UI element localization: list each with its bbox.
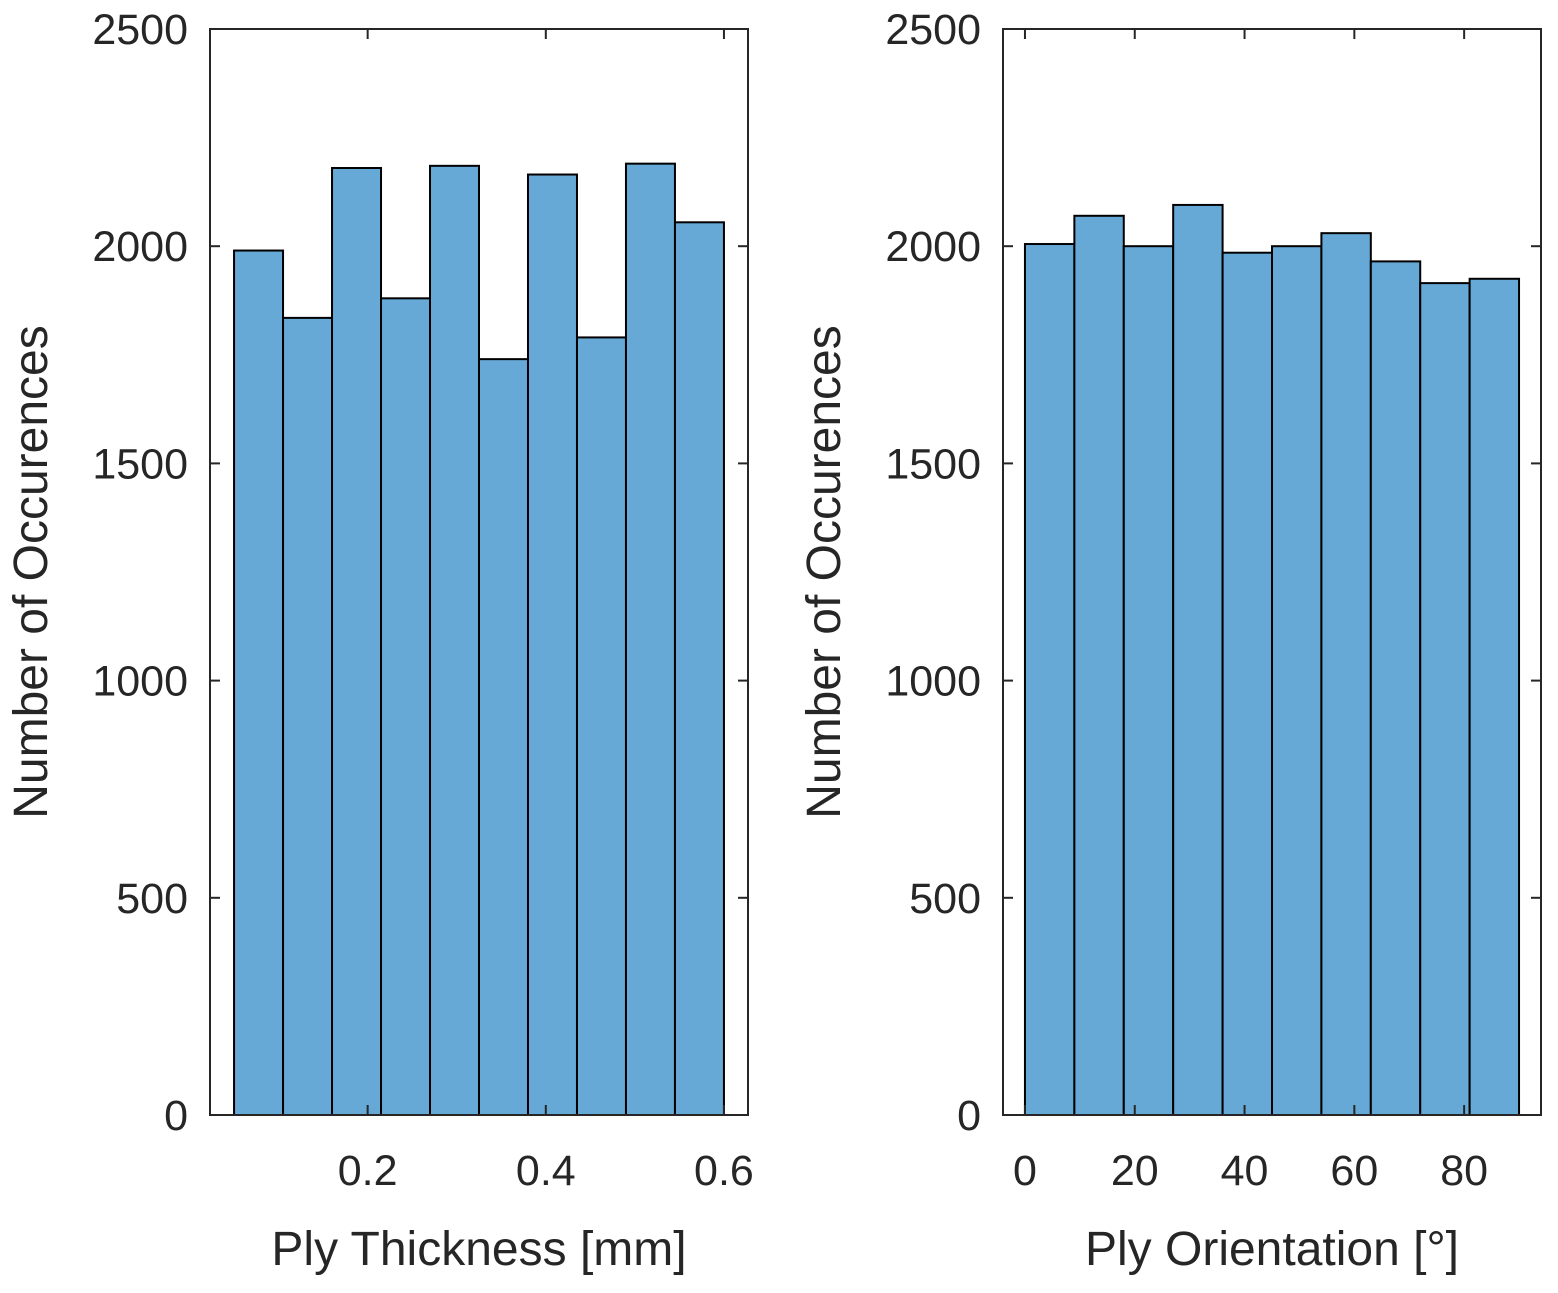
histogram-bar [624, 162, 676, 1116]
y-tick-label: 0 [957, 1092, 981, 1140]
y-tick-label: 1000 [92, 658, 188, 706]
histogram-bar [478, 358, 529, 1117]
histogram-bar [1419, 282, 1471, 1116]
x-tick-label: 0.2 [338, 1147, 398, 1195]
y-tick-label: 500 [116, 875, 188, 923]
y-tick-label: 2000 [885, 223, 981, 271]
y-tick-label: 500 [909, 875, 981, 923]
histogram-bar [380, 297, 432, 1116]
histogram-bar [1023, 243, 1076, 1116]
histogram-bar [1271, 245, 1323, 1116]
x-tick-label: 40 [1221, 1147, 1269, 1195]
y-axis-label: Number of Occurences [5, 325, 58, 819]
histogram-bar [1172, 203, 1224, 1116]
x-axis-label: Ply Orientation [°] [1085, 1223, 1459, 1276]
bars-group [233, 162, 725, 1117]
histogram-bar [1073, 214, 1125, 1117]
y-tick-label: 1500 [92, 440, 188, 488]
histogram-bar [233, 249, 285, 1116]
y-tick-label: 0 [164, 1092, 188, 1140]
y-tick-labels: 0 500 1000 1500 2000 2500 [92, 6, 188, 1140]
histogram-bar [1468, 277, 1521, 1116]
x-tick-label: 0.4 [516, 1147, 576, 1195]
y-tick-label: 1000 [885, 658, 981, 706]
y-axis-label: Number of Occurences [798, 325, 851, 819]
histogram-bar [526, 173, 578, 1117]
axes-frame [209, 28, 749, 1116]
x-tick-label: 80 [1440, 1147, 1488, 1195]
bars-group [1023, 203, 1521, 1117]
histogram-ply-orientation: 0 500 1000 1500 2000 2500 0 20 40 60 80 Ply Orien… [798, 6, 1542, 1276]
x-tick-label: 0.6 [694, 1147, 754, 1195]
histogram-bar [1320, 232, 1372, 1116]
y-tick-label: 2500 [885, 6, 981, 54]
tick-marks [1003, 28, 1541, 1116]
x-tick-label: 0 [1013, 1147, 1037, 1195]
axes-frame [1002, 28, 1542, 1116]
histogram-bar [331, 167, 383, 1116]
x-tick-label: 60 [1330, 1147, 1378, 1195]
y-tick-label: 2500 [92, 6, 188, 54]
x-tick-labels: 0.2 0.4 0.6 [338, 1147, 754, 1195]
y-tick-label: 1500 [885, 440, 981, 488]
histogram-bar [429, 164, 481, 1116]
histogram-bar [575, 336, 627, 1116]
histogram-bar [673, 221, 725, 1117]
x-tick-label: 20 [1111, 1147, 1159, 1195]
x-axis-label: Ply Thickness [mm] [271, 1223, 686, 1276]
histogram-bar [1221, 251, 1273, 1116]
y-tick-label: 2000 [92, 223, 188, 271]
x-tick-labels: 0 20 40 60 80 [1013, 1147, 1488, 1195]
histogram-bar [1122, 245, 1175, 1116]
histogram-bar [1369, 260, 1422, 1116]
histogram-ply-thickness: 0 500 1000 1500 2000 2500 0.2 0.4 0.6 Ply Thick… [5, 6, 754, 1276]
tick-marks [210, 28, 748, 1116]
histogram-bar [282, 316, 334, 1117]
y-tick-labels: 0 500 1000 1500 2000 2500 [885, 6, 981, 1140]
